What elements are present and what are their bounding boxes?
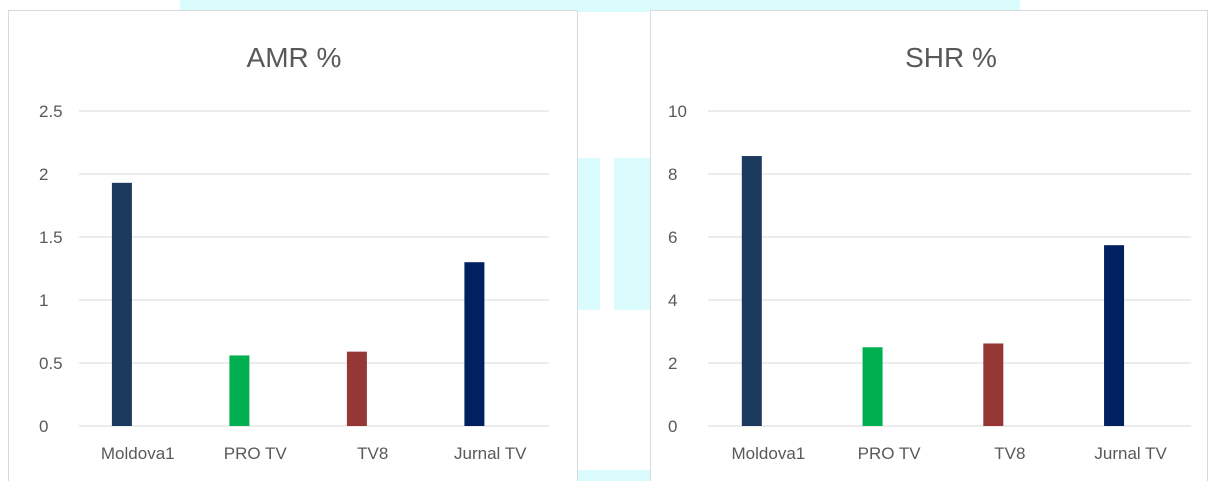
amr-bar-tv8[interactable]: [346, 351, 367, 426]
shr-bar-moldova1[interactable]: [741, 156, 762, 427]
shr-chart-panel: SHR % 0 2 4 6 8 10 Moldova1 PRO TV TV8 Jurnal TV: [650, 10, 1208, 481]
shr-y-tick-label: 4: [668, 291, 677, 310]
amr-chart-panel: AMR % 0 0.5 1 1.5 2 2.5 Moldova1 PRO TV TV8 Jurnal…: [8, 10, 578, 481]
amr-bar-jurnal-tv[interactable]: [464, 262, 485, 426]
amr-y-tick-label: 1: [39, 291, 48, 310]
amr-category-label: TV8: [357, 444, 388, 463]
shr-category-label: PRO TV: [858, 444, 922, 463]
background-block-bottom: [578, 470, 650, 481]
amr-category-label: Jurnal TV: [454, 444, 527, 463]
amr-y-tick-label: 0: [39, 417, 48, 436]
amr-bar-pro-tv[interactable]: [229, 355, 250, 426]
shr-y-tick-label: 8: [668, 165, 677, 184]
background-block-top: [180, 0, 1020, 12]
shr-bar-jurnal-tv[interactable]: [1104, 245, 1125, 426]
amr-y-tick-label: 1.5: [39, 228, 63, 247]
amr-chart: AMR % 0 0.5 1 1.5 2 2.5 Moldova1 PRO TV TV8 Jurnal…: [39, 42, 549, 463]
amr-bar-moldova1[interactable]: [111, 182, 132, 426]
shr-category-label: Jurnal TV: [1094, 444, 1167, 463]
shr-bar-tv8[interactable]: [983, 343, 1004, 426]
amr-category-label: PRO TV: [224, 444, 288, 463]
shr-y-tick-label: 6: [668, 228, 677, 247]
shr-y-tick-label: 2: [668, 354, 677, 373]
amr-y-tick-label: 2: [39, 165, 48, 184]
amr-category-label: Moldova1: [101, 444, 175, 463]
amr-chart-title: AMR %: [247, 42, 342, 73]
shr-y-tick-label: 0: [668, 417, 677, 436]
amr-y-tick-label: 2.5: [39, 102, 63, 121]
background-block-mid-right: [614, 158, 650, 310]
shr-y-tick-label: 10: [668, 102, 687, 121]
shr-bar-pro-tv[interactable]: [862, 347, 883, 426]
shr-category-label: TV8: [994, 444, 1025, 463]
shr-chart: SHR % 0 2 4 6 8 10 Moldova1 PRO TV TV8 Jurnal TV: [668, 42, 1191, 463]
background-block-mid-left: [578, 158, 600, 310]
amr-y-tick-label: 0.5: [39, 354, 63, 373]
shr-category-label: Moldova1: [732, 444, 806, 463]
shr-chart-title: SHR %: [905, 42, 997, 73]
